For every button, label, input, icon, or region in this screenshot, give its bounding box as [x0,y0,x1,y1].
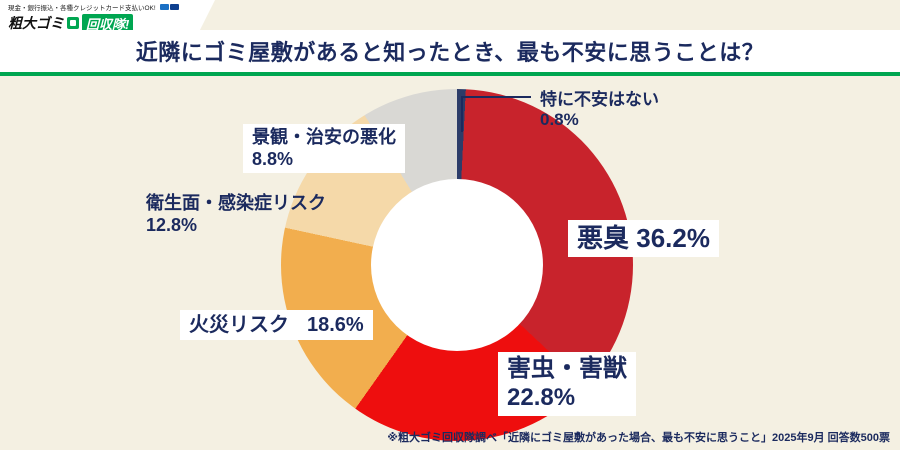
survey-footnote: ※粗大ゴミ回収隊調べ「近隣にゴミ屋敷があった場合、最も不安に思うこと」2025年… [387,432,890,444]
label-bad-odor-text: 悪臭 [577,223,630,253]
payment-tagline: 現金・銀行振込・各種クレジットカード支払いOK! [8,2,207,12]
callout-connector [461,96,531,132]
label-fire-risk-text: 火災リスク [189,314,289,336]
logo-line: 粗大ゴミ 回収隊! [8,13,207,31]
card-icons [159,4,179,10]
card-icon [169,4,179,10]
card-icon [159,4,169,10]
title-band: 近隣にゴミ屋敷があると知ったとき、最も不安に思うことは？ [0,30,900,76]
label-pests-vermin-pct: 22.8% [507,383,576,411]
label-fire-risk: 火災リスク 18.6% [180,310,373,340]
label-no-concern-text: 特に不安はない [540,90,659,109]
label-hygiene-infection-text: 衛生面・感染症リスク [146,193,326,213]
label-scenery-safety-text: 景観・治安の悪化 [252,127,396,147]
label-bad-odor-pct: 36.2% [636,223,710,253]
label-hygiene-infection-pct: 12.8% [146,214,198,235]
label-hygiene-infection: 衛生面・感染症リスク 12.8% [146,193,326,236]
label-fire-risk-pct: 18.6% [307,314,364,336]
logo-text-kaishutai: 回収隊! [82,13,134,30]
label-pests-vermin-text: 害虫・害獣 [507,355,627,382]
label-scenery-safety-pct: 8.8% [252,148,294,169]
brand-logo: 現金・銀行振込・各種クレジットカード支払いOK! 粗大ゴミ 回収隊! [0,0,215,30]
donut-hole [371,179,543,351]
label-no-concern-pct: 0.8% [540,110,579,130]
payment-tagline-text: 現金・銀行振込・各種クレジットカード支払いOK! [8,5,156,12]
label-scenery-safety: 景観・治安の悪化 8.8% [243,124,405,174]
logo-text-sodaigomi: 粗大ゴミ [8,15,64,31]
label-no-concern: 特に不安はない 0.8% [540,90,659,131]
page-title: 近隣にゴミ屋敷があると知ったとき、最も不安に思うことは？ [135,40,765,65]
label-bad-odor: 悪臭 36.2% [568,220,719,258]
label-pests-vermin: 害虫・害獣 22.8% [498,352,636,416]
logo-mark-icon [67,17,79,29]
